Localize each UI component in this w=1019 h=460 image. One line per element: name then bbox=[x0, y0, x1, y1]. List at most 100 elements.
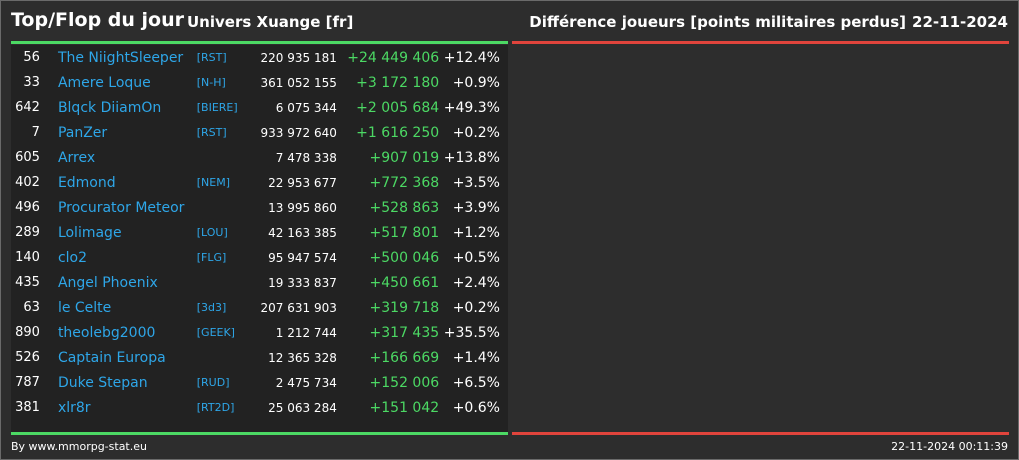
points-cell: 220 935 181 bbox=[260, 50, 337, 65]
diff-cell: +2 005 684 bbox=[356, 99, 440, 116]
top-table: 56 The NiightSleeper [RST] 220 935 181 +24 4… bbox=[11, 45, 508, 420]
top-gainers-panel: 56 The NiightSleeper [RST] 220 935 181 +24 4… bbox=[11, 45, 508, 432]
player-name-link[interactable]: clo2 bbox=[57, 249, 87, 266]
percent-cell: +3.5% bbox=[452, 174, 500, 191]
table-row: 402 Edmond [NEM] 22 953 677 +772 368 +3.5% bbox=[11, 170, 508, 195]
points-cell: 933 972 640 bbox=[260, 125, 337, 140]
percent-cell: +0.5% bbox=[452, 249, 500, 266]
percent-cell: +49.3% bbox=[443, 99, 500, 116]
alliance-tag-link[interactable] bbox=[197, 145, 251, 170]
diff-cell: +772 368 bbox=[369, 174, 440, 191]
credit-link[interactable]: By www.mmorpg-stat.eu bbox=[11, 440, 147, 453]
bottom-divider-red bbox=[512, 432, 1009, 435]
alliance-tag-link[interactable] bbox=[197, 345, 251, 370]
table-row: 605 Arrex 7 478 338 +907 019 +13.8% bbox=[11, 145, 508, 170]
player-name-link[interactable]: Angel Phoenix bbox=[57, 274, 158, 291]
diff-cell: +528 863 bbox=[369, 199, 440, 216]
percent-cell: +35.5% bbox=[443, 324, 500, 341]
points-cell: 361 052 155 bbox=[260, 75, 337, 90]
percent-cell: +13.8% bbox=[443, 149, 500, 166]
player-name-link[interactable]: Amere Loque bbox=[57, 74, 151, 91]
percent-cell: +3.9% bbox=[452, 199, 500, 216]
rank-cell: 7 bbox=[31, 125, 40, 140]
alliance-tag-link[interactable]: [NEM] bbox=[196, 176, 231, 189]
player-name-link[interactable]: Procurator Meteor bbox=[57, 199, 185, 216]
player-name-link[interactable]: Lolimage bbox=[57, 224, 122, 241]
diff-cell: +1 616 250 bbox=[356, 124, 440, 141]
table-row: 496 Procurator Meteor 13 995 860 +528 863 +3… bbox=[11, 195, 508, 220]
player-name-link[interactable]: Arrex bbox=[57, 149, 96, 166]
player-name-link[interactable]: PanZer bbox=[57, 124, 108, 141]
table-row: 56 The NiightSleeper [RST] 220 935 181 +24 4… bbox=[11, 45, 508, 70]
alliance-tag-link[interactable] bbox=[197, 270, 251, 295]
points-cell: 25 063 284 bbox=[268, 400, 337, 415]
bottom-divider-green bbox=[11, 432, 508, 435]
diff-cell: +450 661 bbox=[369, 274, 440, 291]
alliance-tag-link[interactable]: [RUD] bbox=[196, 376, 230, 389]
points-cell: 2 475 734 bbox=[275, 375, 337, 390]
rank-cell: 526 bbox=[15, 350, 40, 365]
player-name-link[interactable]: Edmond bbox=[57, 174, 116, 191]
player-name-link[interactable]: theolebg2000 bbox=[57, 324, 156, 341]
rank-cell: 435 bbox=[15, 275, 40, 290]
points-cell: 207 631 903 bbox=[260, 300, 337, 315]
player-name-link[interactable]: Blqck DiiamOn bbox=[57, 99, 162, 116]
alliance-tag-link[interactable]: [3d3] bbox=[196, 301, 227, 314]
page-title: Top/Flop du jour bbox=[11, 9, 184, 31]
player-name-link[interactable]: Captain Europa bbox=[57, 349, 166, 366]
player-name-link[interactable]: xlr8r bbox=[57, 399, 91, 416]
table-row: 642 Blqck DiiamOn [BIERE] 6 075 344 +2 005 6… bbox=[11, 95, 508, 120]
flop-panel bbox=[512, 45, 1009, 432]
table-row: 381 xlr8r [RT2D] 25 063 284 +151 042 +0.6% bbox=[11, 395, 508, 420]
alliance-tag-link[interactable]: [LOU] bbox=[196, 226, 228, 239]
rank-cell: 605 bbox=[15, 150, 40, 165]
alliance-tag-link[interactable] bbox=[197, 195, 251, 220]
diff-cell: +152 006 bbox=[369, 374, 440, 391]
top-divider-green bbox=[11, 41, 508, 44]
percent-cell: +0.6% bbox=[452, 399, 500, 416]
rank-cell: 140 bbox=[15, 250, 40, 265]
rank-cell: 496 bbox=[15, 200, 40, 215]
table-row: 890 theolebg2000 [GEEK] 1 212 744 +317 435 +3… bbox=[11, 320, 508, 345]
table-row: 289 Lolimage [LOU] 42 163 385 +517 801 +1.2% bbox=[11, 220, 508, 245]
points-cell: 1 212 744 bbox=[275, 325, 337, 340]
rank-cell: 642 bbox=[15, 100, 40, 115]
player-name-link[interactable]: le Celte bbox=[57, 299, 112, 316]
diff-cell: +317 435 bbox=[369, 324, 440, 341]
top-divider-red bbox=[512, 41, 1009, 44]
percent-cell: +1.2% bbox=[452, 224, 500, 241]
percent-cell: +6.5% bbox=[452, 374, 500, 391]
diff-cell: +319 718 bbox=[369, 299, 440, 316]
alliance-tag-link[interactable]: [RST] bbox=[196, 51, 227, 64]
points-cell: 19 333 837 bbox=[268, 275, 337, 290]
alliance-tag-link[interactable]: [FLG] bbox=[196, 251, 227, 264]
points-cell: 95 947 574 bbox=[268, 250, 337, 265]
timestamp: 22-11-2024 00:11:39 bbox=[891, 440, 1008, 453]
player-name-link[interactable]: Duke Stepan bbox=[57, 374, 148, 391]
date-label: 22-11-2024 bbox=[912, 13, 1008, 31]
diff-cell: +907 019 bbox=[369, 149, 440, 166]
rank-cell: 381 bbox=[15, 400, 40, 415]
alliance-tag-link[interactable]: [RT2D] bbox=[196, 401, 235, 414]
table-row: 7 PanZer [RST] 933 972 640 +1 616 250 +0.2% bbox=[11, 120, 508, 145]
points-cell: 22 953 677 bbox=[268, 175, 337, 190]
percent-cell: +0.2% bbox=[452, 299, 500, 316]
points-cell: 6 075 344 bbox=[275, 100, 337, 115]
diff-cell: +166 669 bbox=[369, 349, 440, 366]
table-row: 787 Duke Stepan [RUD] 2 475 734 +152 006 +6.5… bbox=[11, 370, 508, 395]
alliance-tag-link[interactable]: [RST] bbox=[196, 126, 227, 139]
points-cell: 12 365 328 bbox=[268, 350, 337, 365]
percent-cell: +0.2% bbox=[452, 124, 500, 141]
points-cell: 13 995 860 bbox=[268, 200, 337, 215]
rank-cell: 890 bbox=[15, 325, 40, 340]
alliance-tag-link[interactable]: [GEEK] bbox=[196, 326, 235, 339]
alliance-tag-link[interactable]: [BIERE] bbox=[196, 101, 238, 114]
table-row: 526 Captain Europa 12 365 328 +166 669 +1.4% bbox=[11, 345, 508, 370]
player-name-link[interactable]: The NiightSleeper bbox=[57, 49, 184, 66]
rank-cell: 289 bbox=[15, 225, 40, 240]
alliance-tag-link[interactable]: [N-H] bbox=[196, 76, 226, 89]
diff-cell: +151 042 bbox=[369, 399, 440, 416]
points-cell: 42 163 385 bbox=[268, 225, 337, 240]
percent-cell: +12.4% bbox=[443, 49, 500, 66]
